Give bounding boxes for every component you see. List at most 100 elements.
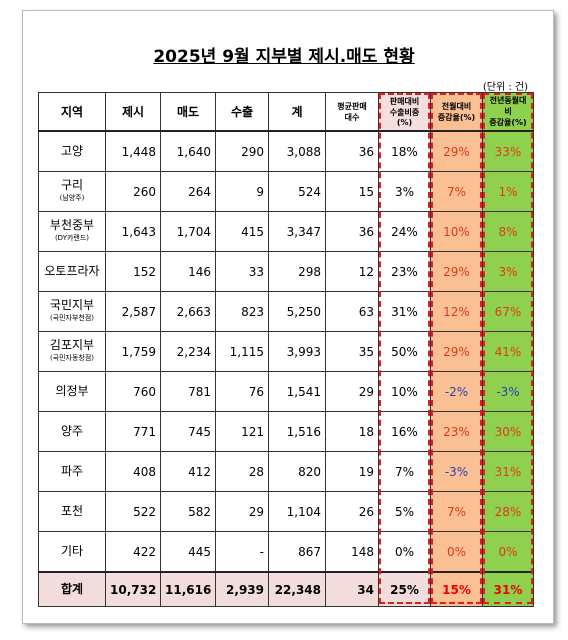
region-name: 오토프라자 [44,264,100,278]
region-sub: (국민자부천점) [49,313,95,322]
value-cell: 24% [378,211,431,252]
value-cell: 522 [105,491,161,532]
value-cell: 3% [378,171,431,212]
value-cell: 28% [482,491,534,532]
region-cell: 파주 [38,451,106,492]
value-cell: -3% [482,371,534,412]
value-cell: 823 [215,291,269,332]
region-name: 구리 [60,177,84,192]
value-cell: 22,348 [268,571,326,607]
value-cell: 422 [105,531,161,573]
value-cell: 7% [378,451,431,492]
value-cell: 867 [268,531,326,573]
data-row: 의정부 760 781 76 1,541 29 10% -2% -3% [38,371,534,412]
value-cell: 10% [378,371,431,412]
region-name: 국민지부 [49,297,95,312]
data-row: 파주 408 412 28 820 19 7% -3% 31% [38,451,534,492]
value-cell: 31% [482,451,534,492]
header-cell: 수출 [215,92,269,132]
value-cell: 5% [378,491,431,532]
value-cell: 1,541 [268,371,326,412]
data-row: 김포지부 (국민자동창점) 1,759 2,234 1,115 3,993 35 50% 29%… [38,331,534,372]
value-cell: 33% [482,130,534,172]
header-cell: 계 [268,92,326,132]
value-cell: 771 [105,411,161,452]
value-cell: 63 [325,291,379,332]
region-cell: 부천중부 (DY카랜드) [38,211,106,252]
value-cell: 582 [160,491,216,532]
value-cell: 412 [160,451,216,492]
header-text: 전월대비 [441,101,472,111]
header-text: 매도 [176,105,200,119]
value-cell: 290 [215,130,269,172]
value-cell: 2,939 [215,571,269,607]
value-cell: 524 [268,171,326,212]
value-cell: 35 [325,331,379,372]
region-name: 의정부 [55,384,89,398]
header-cell: 제시 [105,92,161,132]
value-cell: 29 [325,371,379,412]
value-cell: 0% [482,531,534,573]
header-cell: 평균판매 대수 [325,92,379,132]
value-cell: 7% [430,171,483,212]
region-cell: 합계 [38,571,106,607]
value-cell: 15 [325,171,379,212]
region-name: 양주 [60,424,84,438]
region-name: 고양 [60,144,84,158]
region-sub: (남양주) [59,193,85,202]
value-cell: 34 [325,571,379,607]
value-cell: 9 [215,171,269,212]
value-cell: 415 [215,211,269,252]
header-cell: 매도 [160,92,216,132]
region-sub: (국민자동창점) [49,353,95,362]
header-cell: 지역 [38,92,106,132]
value-cell: 11,616 [160,571,216,607]
value-cell: 10% [430,211,483,252]
value-cell: 1,516 [268,411,326,452]
total-row: 합계 10,732 11,616 2,939 22,348 34 25% 15% 31% [38,571,534,607]
header-cell: 전년동월대비 증감율(%) [482,92,534,132]
value-cell: 745 [160,411,216,452]
value-cell: 5,250 [268,291,326,332]
value-cell: 67% [482,291,534,332]
value-cell: - [215,531,269,573]
value-cell: 16% [378,411,431,452]
data-row: 국민지부 (국민자부천점) 2,587 2,663 823 5,250 63 31% 12% 67… [38,291,534,332]
value-cell: 3,088 [268,130,326,172]
region-cell: 기타 [38,531,106,573]
value-cell: 260 [105,171,161,212]
region-cell: 양주 [38,411,106,452]
value-cell: 781 [160,371,216,412]
value-cell: 31% [378,291,431,332]
header-text: 수출비중(%) [389,108,420,127]
value-cell: -3% [430,451,483,492]
value-cell: 2,234 [160,331,216,372]
value-cell: 30% [482,411,534,452]
region-cell: 구리 (남양주) [38,171,106,212]
value-cell: 0% [430,531,483,573]
header-text: 제시 [121,105,145,119]
header-text: 평균판매 [337,101,367,111]
value-cell: 10,732 [105,571,161,607]
value-cell: 23% [430,411,483,452]
data-row: 부천중부 (DY카랜드) 1,643 1,704 415 3,347 36 24% 10% 8% [38,211,534,252]
region-name: 파주 [60,464,84,478]
value-cell: 152 [105,251,161,292]
value-cell: 0% [378,531,431,573]
value-cell: 1,643 [105,211,161,252]
value-cell: 29% [430,331,483,372]
header-text: 지역 [60,105,84,119]
region-cell: 오토프라자 [38,251,106,292]
value-cell: 18% [378,130,431,172]
value-cell: 445 [160,531,216,573]
value-cell: 29% [430,130,483,172]
value-cell: 26 [325,491,379,532]
value-cell: 1,104 [268,491,326,532]
value-cell: -2% [430,371,483,412]
unit: (단위 : 건) [482,82,528,93]
data-row: 포천 522 582 29 1,104 26 5% 7% 28% [38,491,534,532]
region-cell: 고양 [38,130,106,172]
value-cell: 820 [268,451,326,492]
region-name: 부천중부 [49,217,95,232]
